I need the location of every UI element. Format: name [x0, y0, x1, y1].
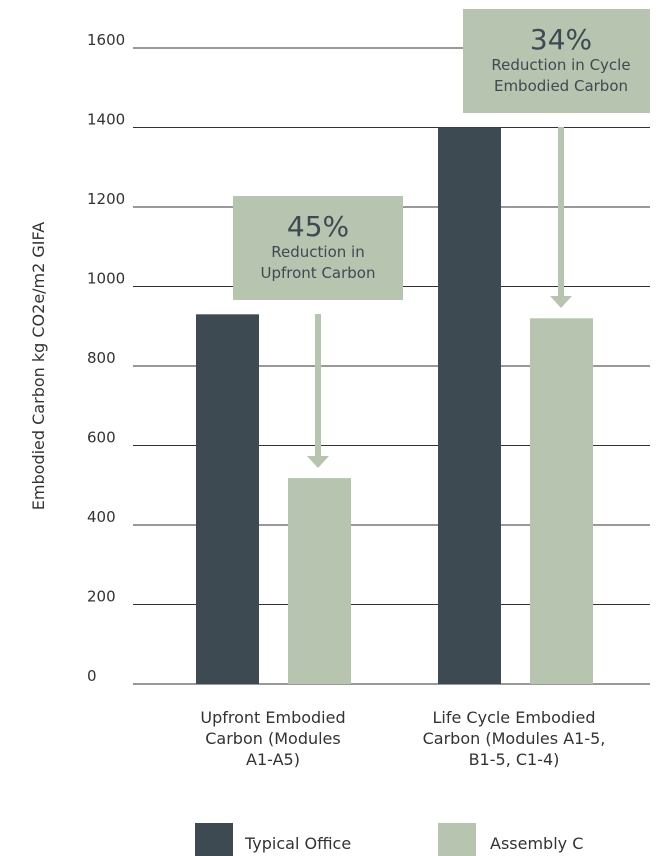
arrow-down-icon — [550, 296, 572, 308]
y-tick-label: 1600 — [87, 31, 125, 49]
x-category-label: Carbon (Modules A1-5, — [423, 729, 606, 748]
legend-label: Typical Office — [244, 834, 351, 853]
arrow-down-icon-shaft — [315, 314, 321, 458]
x-category-label: Carbon (Modules — [205, 729, 340, 748]
x-category-label: B1-5, C1-4) — [469, 750, 560, 769]
legend-label: Assembly C — [490, 834, 583, 853]
annotation-box — [233, 196, 403, 300]
annotation-text: Reduction in Cycle — [491, 56, 630, 74]
bar-assembly-c-0 — [288, 478, 351, 684]
y-tick-label: 1400 — [87, 111, 125, 129]
annotation-text: Reduction in — [271, 243, 364, 261]
annotation-percent: 45% — [287, 210, 349, 243]
annotation-percent: 34% — [530, 23, 592, 56]
y-tick-label: 1200 — [87, 190, 125, 208]
y-tick-label: 400 — [87, 508, 116, 526]
y-tick-label: 0 — [87, 667, 97, 685]
x-category-label: Upfront Embodied — [200, 708, 345, 727]
x-category-label: Life Cycle Embodied — [433, 708, 596, 727]
bar-typical-office-0 — [196, 314, 259, 684]
y-axis-label: Embodied Carbon kg CO2e/m2 GIFA — [29, 222, 48, 510]
bar-assembly-c-1 — [530, 318, 593, 684]
legend-swatch — [195, 823, 233, 856]
annotation-text: Embodied Carbon — [494, 77, 628, 95]
y-tick-label: 600 — [87, 429, 116, 447]
arrow-down-icon-shaft — [558, 127, 564, 298]
legend-swatch — [438, 823, 476, 856]
annotation-text: Upfront Carbon — [261, 264, 376, 282]
y-tick-label: 800 — [87, 349, 116, 367]
y-tick-label: 200 — [87, 588, 116, 606]
y-tick-label: 1000 — [87, 270, 125, 288]
annotation-box — [463, 9, 650, 113]
x-category-label: A1-A5) — [246, 750, 300, 769]
arrow-down-icon — [307, 456, 329, 468]
bar-typical-office-1 — [438, 127, 501, 684]
